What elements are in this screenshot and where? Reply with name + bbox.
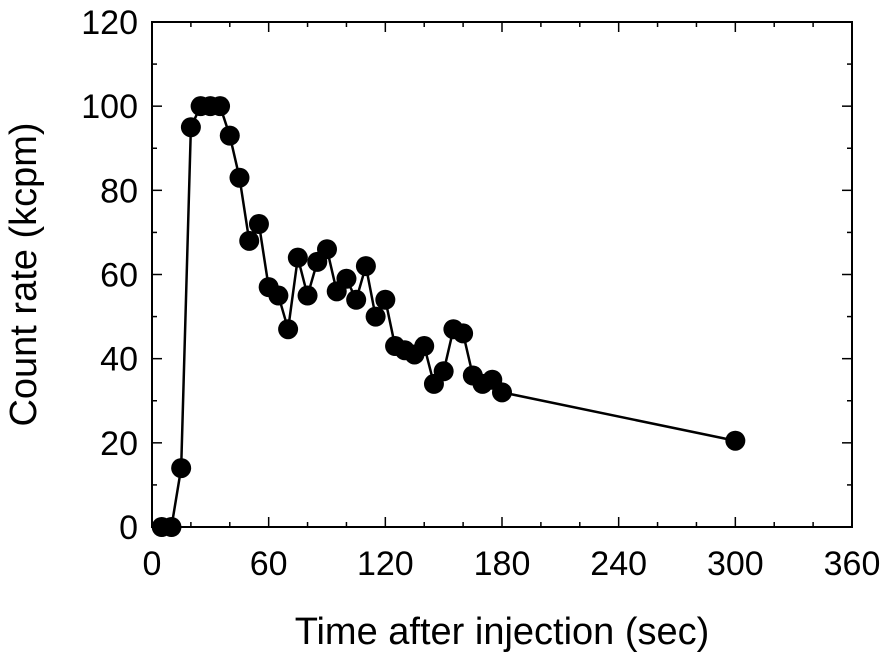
data-point [171, 458, 192, 479]
data-point [268, 285, 289, 306]
x-tick-label: 0 [143, 545, 162, 583]
data-point [365, 306, 386, 327]
data-point [210, 96, 231, 117]
data-point [453, 323, 474, 344]
y-axis-title: Count rate (kcpm) [3, 122, 45, 426]
data-point [180, 117, 201, 138]
x-tick-label: 180 [474, 545, 531, 583]
data-point [492, 382, 512, 403]
axis-ticks [151, 21, 853, 528]
data-point [219, 125, 240, 146]
data-point [336, 268, 357, 289]
x-tick-label: 300 [707, 545, 764, 583]
x-tick-label: 360 [824, 545, 881, 583]
y-tick-label: 60 [100, 257, 138, 295]
data-point [725, 430, 746, 451]
data-point [414, 336, 435, 357]
data-point [278, 319, 299, 340]
plot-frame [151, 21, 853, 528]
data-point [355, 256, 376, 277]
y-tick-label: 40 [100, 341, 138, 379]
data-point [297, 285, 318, 306]
series-line [161, 104, 736, 529]
x-axis-title: Time after injection (sec) [295, 611, 710, 653]
x-tick-label: 240 [590, 545, 647, 583]
data-point [433, 361, 454, 382]
data-point [239, 230, 260, 251]
data-point [229, 167, 250, 188]
data-point [317, 239, 337, 260]
x-tick-labels: 0 60 120 180 240 300 360 [143, 545, 881, 583]
y-tick-label: 120 [81, 4, 138, 42]
y-tick-labels: 0 20 40 60 80 100 120 [81, 4, 138, 547]
data-point [346, 289, 367, 310]
y-tick-label: 80 [100, 172, 138, 210]
x-tick-label: 120 [357, 545, 414, 583]
data-point [287, 247, 308, 268]
y-tick-label: 100 [81, 88, 138, 126]
data-point [248, 214, 269, 234]
y-tick-label: 20 [100, 425, 138, 463]
data-series [151, 96, 746, 537]
y-tick-label: 0 [119, 509, 138, 547]
x-tick-label: 60 [250, 545, 288, 583]
data-point [375, 289, 396, 310]
